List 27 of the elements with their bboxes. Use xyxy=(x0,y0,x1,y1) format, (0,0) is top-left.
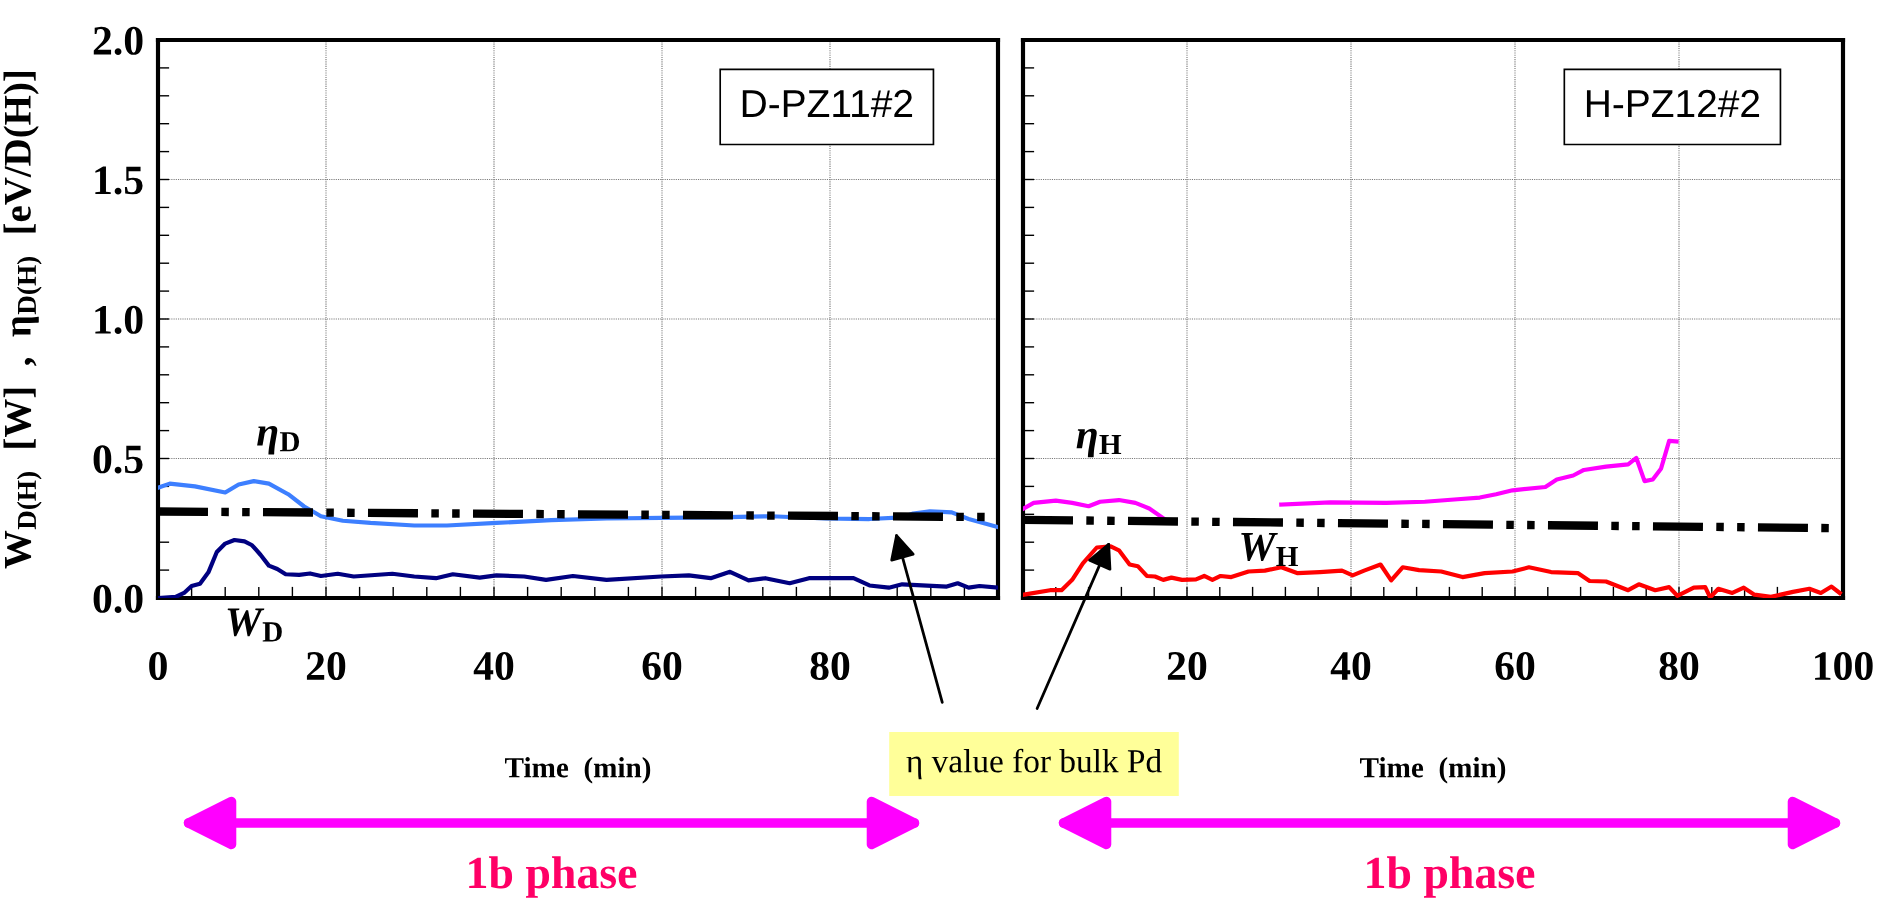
series-label: η$_{H}$ xyxy=(1076,428,1122,458)
x-tick-label: 40 xyxy=(1330,651,1371,681)
x-tick-label: 40 xyxy=(473,651,514,681)
annotation: H-PZ12#2 xyxy=(1586,89,1760,118)
x-tick-label: 60 xyxy=(642,651,682,681)
text: 1b phase xyxy=(1367,856,1535,898)
series-label: η$_{D}$ xyxy=(257,425,300,455)
x-tick-label: 20 xyxy=(306,651,346,681)
y-axis-title: W$_{D(H)}$ [W] , η$_{D(H)}$ [eV/D(H)] xyxy=(3,72,42,569)
series-label: W$_{D}$ xyxy=(227,608,282,642)
y-tick-label: 1.0 xyxy=(95,305,143,335)
x-axis-title: Time (min) xyxy=(505,757,651,784)
text: η value for bulk Pd xyxy=(906,748,1162,780)
y-tick-label: 2.0 xyxy=(93,26,143,56)
y-tick-label: 0.5 xyxy=(93,445,143,474)
x-tick-label: 0 xyxy=(149,651,167,681)
x-tick-label: 80 xyxy=(1659,651,1699,681)
x-tick-label: 20 xyxy=(1167,651,1207,681)
y-tick-label: 0.0 xyxy=(93,584,143,614)
x-axis-title: Time (min) xyxy=(1360,757,1506,784)
x-tick-label: 100 xyxy=(1815,651,1873,681)
series-label: W$_{H}$ xyxy=(1241,533,1298,567)
x-tick-label: 60 xyxy=(1495,651,1535,681)
x-tick-label: 80 xyxy=(810,651,850,681)
y-tick-label: 1.5 xyxy=(95,166,143,195)
annotation: D-PZ11#2 xyxy=(742,89,913,118)
text: 1b phase xyxy=(469,856,637,898)
